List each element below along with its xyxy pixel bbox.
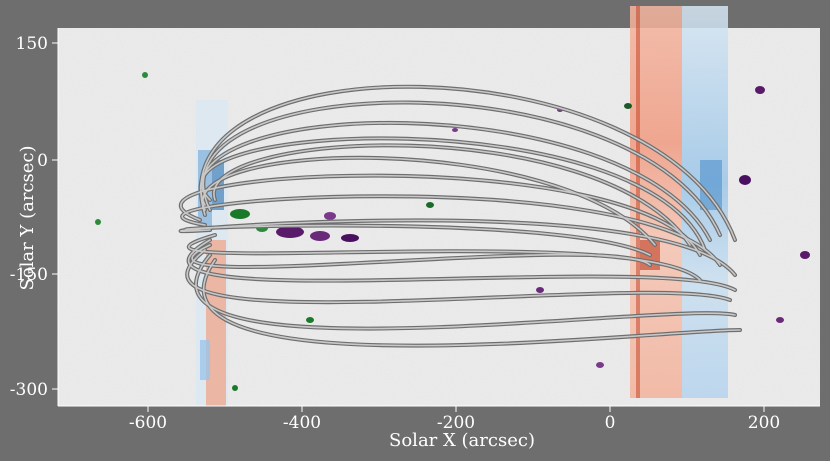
coronal-loops [178,84,742,348]
y-tick-label: -150 [10,265,48,285]
y-axis-label: Solar Y (arcsec) [17,145,38,290]
axis-frame [52,28,820,412]
x-tick-label: 0 [605,413,616,433]
magnetic-patches [95,72,810,391]
x-tick-label: 200 [748,413,780,433]
y-tick-label: 0 [37,151,48,171]
x-tick-label: -200 [437,413,475,433]
x-tick-label: -600 [129,413,167,433]
x-tick-label: -400 [283,413,321,433]
x-axis-label: Solar X (arcsec) [389,430,535,451]
y-tick-label: -300 [10,380,48,400]
y-tick-label: 150 [16,34,48,54]
